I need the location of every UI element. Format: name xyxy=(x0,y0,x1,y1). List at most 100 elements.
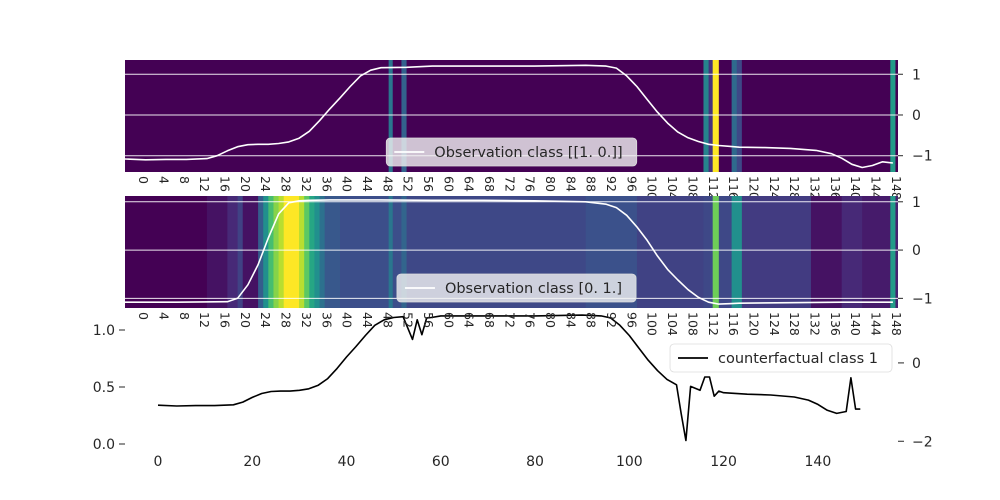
y-tick-label: 1 xyxy=(912,195,921,211)
x-tick-label: 8 xyxy=(177,312,192,320)
x-tick-label: 120 xyxy=(746,312,761,336)
x-tick-label: 132 xyxy=(807,312,822,336)
x-tick-label: 68 xyxy=(482,176,497,192)
heatmap-cell xyxy=(731,196,743,308)
x-tick-label: 100 xyxy=(645,312,660,336)
x-tick-label: 120 xyxy=(746,176,761,200)
x-tick-label: 0 xyxy=(136,312,151,320)
heatmap-cell xyxy=(237,196,244,308)
secondary-y-tick-label: −2 xyxy=(912,434,933,450)
legend: counterfactual class 1 xyxy=(669,343,893,373)
x-tick-label: 48 xyxy=(380,312,395,328)
x-tick-label: 4 xyxy=(157,176,172,184)
heatmap-cell xyxy=(841,196,863,308)
x-tick-label: 16 xyxy=(218,176,233,192)
x-tick-label: 136 xyxy=(828,312,843,336)
x-tick-label: 124 xyxy=(767,312,782,336)
heatmap-cell xyxy=(227,196,239,308)
heatmap-cell xyxy=(636,196,704,308)
y-tick-label: 1 xyxy=(912,67,921,83)
x-tick-label: 24 xyxy=(258,176,273,192)
y-tick-label: 0 xyxy=(912,243,921,259)
x-tick-label: 80 xyxy=(543,176,558,192)
x-tick-label: 88 xyxy=(584,312,599,328)
x-tick-label: 68 xyxy=(482,312,497,328)
x-tick-label: 144 xyxy=(868,176,883,200)
heatmap-cell xyxy=(283,196,300,308)
x-tick-label: 140 xyxy=(805,454,832,470)
x-tick-label: 100 xyxy=(645,176,660,200)
x-tick-label: 16 xyxy=(218,312,233,328)
x-tick-label: 56 xyxy=(421,176,436,192)
x-tick-label: 20 xyxy=(243,454,261,470)
legend-label: counterfactual class 1 xyxy=(718,351,878,367)
x-tick-label: 116 xyxy=(726,312,741,336)
bottom-line-panel: 0.00.51.0−200 20 40 60 80 100 120 140counterfac… xyxy=(93,314,933,470)
y-tick-label: −1 xyxy=(912,149,933,165)
x-tick-label: 60 xyxy=(441,176,456,192)
heatmap-cell xyxy=(736,60,743,172)
heatmap-cell xyxy=(718,196,733,308)
heatmap-cell xyxy=(731,60,738,172)
heatmap-cell xyxy=(304,196,310,308)
legend-label: Observation class [0. 1.] xyxy=(445,281,622,297)
heatmap-bands xyxy=(125,196,898,308)
x-tick-label: 28 xyxy=(279,176,294,192)
x-tick-label: 76 xyxy=(523,312,538,328)
y-tick-label: 1.0 xyxy=(93,323,115,339)
heatmap-cell xyxy=(703,196,714,308)
heatmap-bands xyxy=(125,60,898,172)
heatmap-cell xyxy=(258,196,264,308)
x-tick-label: 92 xyxy=(604,312,619,328)
x-tick-label: 136 xyxy=(828,176,843,200)
x-tick-label: 148 xyxy=(889,312,904,336)
x-tick-label: 60 xyxy=(432,454,450,470)
x-tick-label: 52 xyxy=(401,176,416,192)
heatmap-cell xyxy=(125,60,390,172)
x-tick-labels: 0 4 8 12 16 20 24 28 32 36 40 44 48 52 56 60 64 68 72 76 80 8… xyxy=(136,176,904,200)
heatmap-cell xyxy=(278,196,285,308)
heatmap-cell xyxy=(708,60,714,172)
heatmap-cell xyxy=(299,196,305,308)
x-tick-label: 24 xyxy=(258,312,273,328)
heatmap-cell xyxy=(741,196,812,308)
series-line xyxy=(157,314,861,442)
series-line xyxy=(125,199,893,305)
x-tick-label: 100 xyxy=(616,454,643,470)
x-tick-label: 28 xyxy=(279,312,294,328)
heatmap-cell xyxy=(895,196,898,308)
legend: Observation class [[1. 0.]] xyxy=(385,137,638,167)
heatmap-cell xyxy=(401,196,407,308)
x-tick-label: 40 xyxy=(340,176,355,192)
x-tick-label: 148 xyxy=(889,176,904,200)
heatmap-cell xyxy=(242,196,259,308)
heatmap-cell xyxy=(314,196,320,308)
x-tick-label: 112 xyxy=(706,312,721,336)
y-tick-label: −1 xyxy=(912,291,933,307)
x-tick-label: 104 xyxy=(665,312,680,336)
heatmap-cell xyxy=(125,196,208,308)
legend: Observation class [0. 1.] xyxy=(396,273,637,303)
heatmap-cell xyxy=(324,196,341,308)
x-tick-label: 0 xyxy=(136,176,151,184)
x-tick-label: 36 xyxy=(319,312,334,328)
y-tick-label: 0 xyxy=(912,108,921,124)
heatmap-cell xyxy=(392,60,402,172)
x-tick-label: 128 xyxy=(787,312,802,336)
x-tick-label: 108 xyxy=(685,312,700,336)
heatmap-cell xyxy=(890,60,896,172)
x-tick-label: 112 xyxy=(706,176,721,200)
x-tick-labels: 0 4 8 12 16 20 24 28 32 36 40 44 48 52 56 60 64 68 72 76 80 8… xyxy=(136,312,904,336)
heatmap-cell xyxy=(712,196,720,308)
legend-box xyxy=(396,273,637,303)
x-tick-label: 64 xyxy=(462,312,477,328)
x-tick-label: 128 xyxy=(787,176,802,200)
heatmap-cell xyxy=(712,60,720,172)
x-tick-label: 88 xyxy=(584,176,599,192)
x-tick-label: 64 xyxy=(462,176,477,192)
legend-box xyxy=(385,137,638,167)
x-tick-label: 52 xyxy=(401,312,416,328)
x-tick-label: 80 xyxy=(526,454,544,470)
